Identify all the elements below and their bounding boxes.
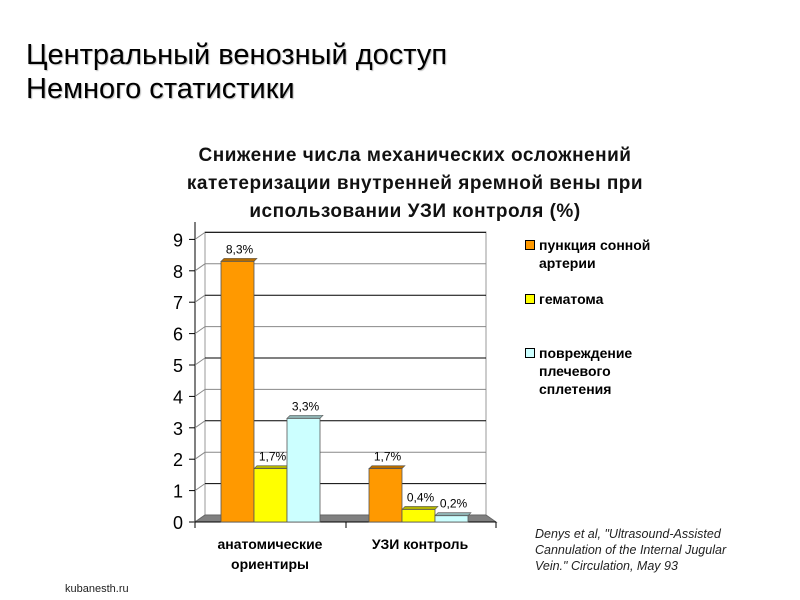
bar bbox=[401, 509, 436, 523]
slide-title-line1: Центральный венозный доступ bbox=[26, 39, 448, 71]
y-tick-label: 1 bbox=[173, 482, 183, 502]
citation-line1: Denys et al, "Ultrasound-Assisted bbox=[535, 527, 721, 541]
y-tick-label: 3 bbox=[173, 419, 183, 439]
slide-title: Центральный венозный доступ Немного стат… bbox=[26, 38, 447, 106]
chart-title-line2: катетеризации внутренней яремной вены пр… bbox=[186, 173, 644, 194]
legend-label: пункция сонной bbox=[539, 237, 651, 253]
legend-label: повреждение bbox=[539, 345, 633, 361]
legend-label: плечевого bbox=[539, 363, 611, 379]
x-label-cat2: УЗИ контроль bbox=[372, 536, 469, 552]
y-axis-ticks: 0 1 2 3 4 5 6 7 8 9 bbox=[173, 230, 195, 533]
legend-label: сплетения bbox=[539, 381, 612, 397]
legend-swatch-cyan bbox=[525, 348, 535, 358]
x-label-cat1-line2: ориентиры bbox=[231, 556, 309, 572]
chart-title-line1: Снижение числа механических осложнений bbox=[198, 145, 632, 166]
y-tick-label: 7 bbox=[173, 293, 183, 313]
legend-label: гематома bbox=[539, 291, 604, 307]
bar-value-label: 3,3% bbox=[292, 399, 320, 413]
footer-site: kubanesth.ru bbox=[65, 583, 129, 595]
y-tick-label: 6 bbox=[173, 325, 183, 345]
data-labels: 8,3% 1,7% 3,3% 1,7% 0,4% 0,2% bbox=[226, 242, 468, 510]
citation: Denys et al, "Ultrasound-Assisted Cannul… bbox=[535, 526, 726, 574]
chart-legend: пункция сонной артерии гематома поврежде… bbox=[525, 236, 695, 398]
legend-swatch-yellow bbox=[525, 294, 535, 304]
bar bbox=[286, 417, 321, 523]
bar-value-label: 1,7% bbox=[259, 450, 287, 464]
legend-item-plexus-injury: повреждение плечевого сплетения bbox=[525, 344, 695, 398]
bar-value-label: 0,2% bbox=[440, 497, 468, 511]
chart-title: Снижение числа механических осложнений к… bbox=[160, 142, 670, 226]
legend-item-hematoma: гематома bbox=[525, 290, 695, 344]
y-tick-label: 0 bbox=[173, 513, 183, 533]
y-tick-label: 5 bbox=[173, 356, 183, 376]
bar-value-label: 1,7% bbox=[374, 450, 402, 464]
bar-value-label: 8,3% bbox=[226, 242, 254, 256]
y-tick-label: 2 bbox=[173, 450, 183, 470]
chart-title-line3: использовании УЗИ контроля (%) bbox=[249, 201, 581, 222]
bar bbox=[434, 515, 469, 523]
legend-swatch-orange bbox=[525, 240, 535, 250]
bar bbox=[253, 468, 288, 523]
bars bbox=[220, 258, 472, 523]
citation-line2: Cannulation of the Internal Jugular bbox=[535, 543, 727, 557]
y-tick-label: 4 bbox=[173, 387, 183, 407]
bar bbox=[368, 468, 403, 523]
citation-line3: Vein." Circulation, May 93 bbox=[535, 559, 678, 573]
bar bbox=[220, 260, 255, 523]
bar-value-label: 0,4% bbox=[407, 490, 435, 504]
slide-title-line2: Немного статистики bbox=[26, 73, 295, 105]
x-label-cat1-line1: анатомические bbox=[218, 536, 323, 552]
legend-item-carotid-puncture: пункция сонной артерии bbox=[525, 236, 695, 290]
y-tick-label: 9 bbox=[173, 230, 183, 250]
legend-label: артерии bbox=[539, 255, 596, 271]
y-tick-label: 8 bbox=[173, 262, 183, 282]
